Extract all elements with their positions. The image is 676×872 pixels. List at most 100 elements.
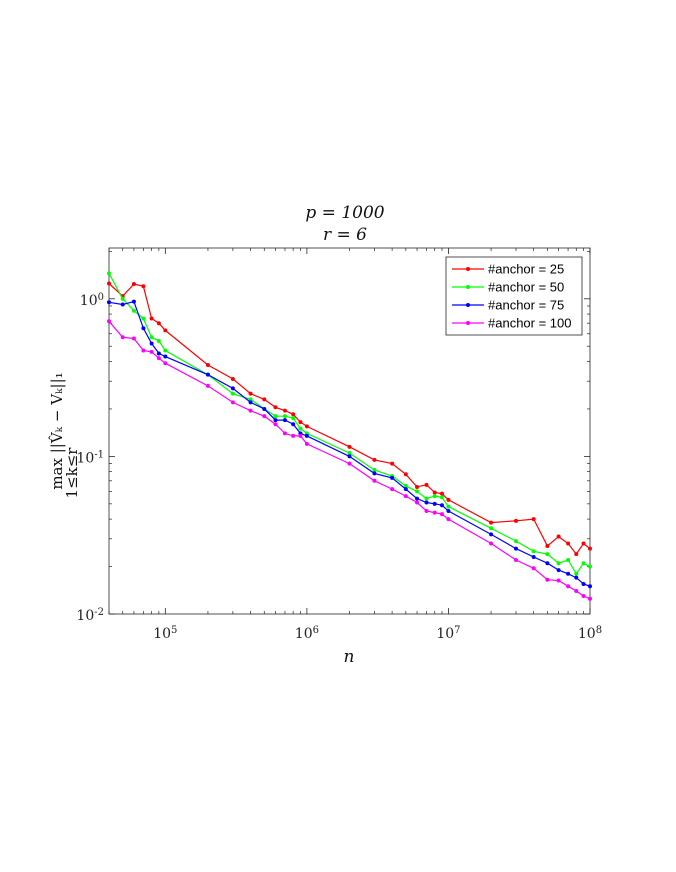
chart-title: p = 1000 r = 6 bbox=[305, 203, 384, 245]
data-point bbox=[581, 541, 586, 546]
data-point bbox=[273, 422, 278, 427]
data-point bbox=[545, 552, 550, 557]
data-point bbox=[372, 467, 377, 472]
data-point bbox=[403, 483, 408, 488]
data-point bbox=[282, 414, 287, 419]
data-point bbox=[531, 549, 536, 554]
data-point bbox=[531, 554, 536, 559]
legend-item: #anchor = 100 bbox=[452, 316, 571, 331]
legend-marker bbox=[466, 267, 470, 271]
data-point bbox=[432, 510, 437, 515]
data-point bbox=[588, 546, 592, 551]
legend-label: #anchor = 75 bbox=[488, 298, 564, 313]
data-point bbox=[107, 300, 111, 305]
x-tick-label: 105 bbox=[153, 625, 177, 643]
data-point bbox=[531, 517, 536, 522]
data-point bbox=[574, 571, 579, 576]
data-point bbox=[107, 319, 111, 324]
x-axis-label: n bbox=[344, 647, 355, 667]
legend-marker bbox=[466, 321, 470, 325]
data-point bbox=[446, 517, 451, 522]
data-point bbox=[588, 596, 592, 601]
data-point bbox=[262, 414, 267, 419]
data-point bbox=[273, 418, 278, 423]
series-1 bbox=[107, 281, 592, 557]
data-point bbox=[432, 490, 437, 495]
data-point bbox=[513, 546, 518, 551]
data-point bbox=[120, 302, 125, 307]
data-point bbox=[163, 348, 168, 353]
data-point bbox=[120, 296, 125, 301]
data-point bbox=[149, 316, 154, 321]
data-point bbox=[205, 363, 210, 368]
data-point bbox=[574, 575, 579, 580]
data-point bbox=[574, 552, 579, 557]
data-point bbox=[424, 482, 429, 487]
legend-item: #anchor = 50 bbox=[452, 280, 564, 295]
data-point bbox=[282, 408, 287, 413]
data-point bbox=[163, 354, 168, 359]
data-point bbox=[581, 582, 586, 587]
data-point bbox=[304, 441, 309, 446]
data-point bbox=[141, 284, 146, 289]
data-point bbox=[273, 414, 278, 419]
series-layer bbox=[107, 271, 592, 601]
data-point bbox=[531, 566, 536, 571]
data-point bbox=[424, 500, 429, 505]
x-tick-label: 108 bbox=[578, 625, 602, 643]
data-point bbox=[489, 526, 494, 531]
data-point bbox=[415, 484, 420, 489]
data-point bbox=[291, 422, 296, 427]
series-line bbox=[108, 300, 591, 587]
data-point bbox=[556, 561, 561, 566]
data-point bbox=[439, 503, 444, 508]
series-3 bbox=[107, 299, 592, 589]
data-point bbox=[347, 451, 352, 456]
series-4 bbox=[107, 319, 592, 601]
data-point bbox=[390, 461, 395, 466]
data-point bbox=[403, 494, 408, 499]
series-line bbox=[108, 320, 591, 600]
data-point bbox=[298, 426, 303, 431]
data-point bbox=[415, 496, 420, 501]
legend-label: #anchor = 25 bbox=[488, 262, 564, 277]
data-point bbox=[347, 461, 352, 466]
y-axis-label-subscript: 1≤k≤r bbox=[63, 447, 81, 499]
data-point bbox=[156, 351, 161, 356]
x-tick-label: 106 bbox=[295, 625, 319, 643]
data-point bbox=[141, 326, 146, 331]
y-tick-label: 10-2 bbox=[76, 607, 104, 625]
data-point bbox=[248, 408, 253, 413]
data-point bbox=[149, 349, 154, 354]
data-point bbox=[262, 397, 267, 402]
data-point bbox=[415, 489, 420, 494]
data-point bbox=[273, 405, 278, 410]
legend-item: #anchor = 25 bbox=[452, 262, 564, 277]
data-point bbox=[439, 495, 444, 500]
data-point bbox=[282, 431, 287, 436]
data-point bbox=[230, 400, 235, 405]
data-point bbox=[588, 564, 592, 569]
data-point bbox=[298, 433, 303, 438]
data-point bbox=[489, 532, 494, 537]
data-point bbox=[298, 420, 303, 425]
y-tick-label: 100 bbox=[80, 291, 104, 309]
data-point bbox=[513, 518, 518, 523]
data-point bbox=[574, 588, 579, 593]
data-point bbox=[230, 386, 235, 391]
data-point bbox=[131, 299, 136, 304]
data-point bbox=[513, 539, 518, 544]
data-point bbox=[282, 418, 287, 423]
title-line-r: r = 6 bbox=[323, 225, 367, 245]
data-point bbox=[291, 412, 296, 417]
data-point bbox=[141, 316, 146, 321]
data-point bbox=[390, 487, 395, 492]
legend-item: #anchor = 75 bbox=[452, 298, 564, 313]
data-point bbox=[372, 457, 377, 462]
data-point bbox=[131, 336, 136, 341]
data-point bbox=[446, 504, 451, 509]
data-point bbox=[566, 584, 571, 589]
data-point bbox=[566, 558, 571, 563]
data-point bbox=[390, 475, 395, 480]
